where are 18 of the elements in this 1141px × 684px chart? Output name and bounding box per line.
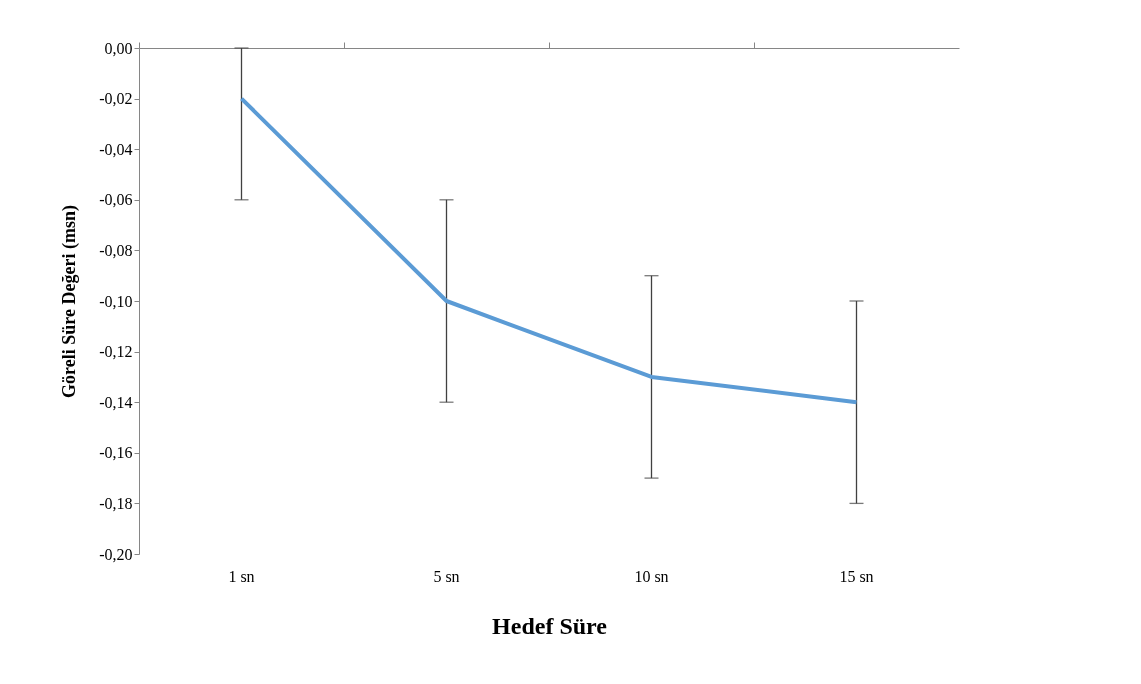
x-tick-label: 1 sn xyxy=(228,567,255,585)
y-tick-label: 0,00 xyxy=(104,39,133,57)
y-axis-title: Göreli Süre Değeri (msn) xyxy=(59,205,81,398)
y-tick-label: -0,10 xyxy=(99,292,133,310)
y-tick-label: -0,02 xyxy=(99,90,133,108)
y-tick-label: -0,20 xyxy=(99,545,133,563)
y-tick-label: -0,14 xyxy=(99,393,133,411)
y-tick-label: -0,08 xyxy=(99,241,133,259)
x-tick-label: 15 sn xyxy=(839,567,874,585)
y-tick-label: -0,06 xyxy=(99,191,133,209)
line-series xyxy=(239,96,859,405)
x-tick-label: 10 sn xyxy=(634,567,669,585)
x-tick-label: 5 sn xyxy=(433,567,460,585)
y-tick-label: -0,18 xyxy=(99,494,133,512)
y-tick-label: -0,16 xyxy=(99,444,133,462)
x-axis-title: Hedef Süre xyxy=(492,612,608,639)
y-tick-label: -0,12 xyxy=(99,343,133,361)
y-tick-label: -0,04 xyxy=(99,140,133,158)
